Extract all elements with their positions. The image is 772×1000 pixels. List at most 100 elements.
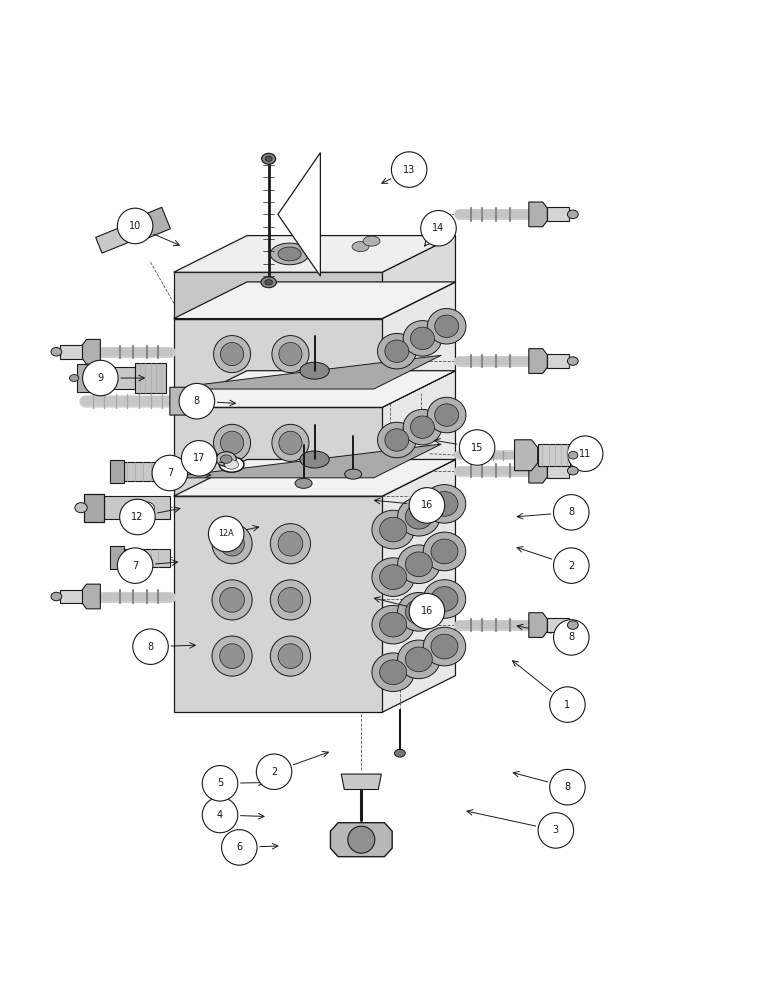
- Ellipse shape: [394, 749, 405, 757]
- Circle shape: [391, 152, 427, 187]
- Ellipse shape: [212, 580, 252, 620]
- Polygon shape: [174, 371, 455, 407]
- Polygon shape: [174, 282, 455, 319]
- Ellipse shape: [221, 343, 244, 366]
- Ellipse shape: [142, 504, 151, 511]
- Ellipse shape: [384, 429, 409, 451]
- Ellipse shape: [435, 404, 459, 426]
- Ellipse shape: [219, 457, 244, 472]
- Text: 14: 14: [432, 223, 445, 233]
- Ellipse shape: [347, 826, 375, 853]
- Ellipse shape: [380, 612, 407, 637]
- Polygon shape: [382, 459, 455, 712]
- Ellipse shape: [428, 397, 466, 433]
- Polygon shape: [174, 272, 382, 319]
- Polygon shape: [547, 464, 569, 478]
- Ellipse shape: [398, 593, 440, 631]
- Circle shape: [152, 455, 188, 491]
- Ellipse shape: [372, 605, 415, 644]
- Circle shape: [459, 430, 495, 465]
- Ellipse shape: [270, 580, 310, 620]
- Ellipse shape: [405, 504, 432, 529]
- Ellipse shape: [278, 588, 303, 612]
- Circle shape: [554, 548, 589, 583]
- Ellipse shape: [300, 451, 329, 468]
- Ellipse shape: [221, 431, 244, 454]
- Text: 8: 8: [194, 396, 200, 406]
- Text: 4: 4: [217, 810, 223, 820]
- Text: 12: 12: [131, 512, 144, 522]
- Ellipse shape: [300, 362, 329, 379]
- Polygon shape: [139, 207, 171, 238]
- Ellipse shape: [270, 243, 309, 265]
- Text: 3: 3: [553, 825, 559, 835]
- Ellipse shape: [568, 451, 577, 459]
- Circle shape: [554, 495, 589, 530]
- Ellipse shape: [431, 634, 458, 659]
- Polygon shape: [124, 462, 170, 481]
- Ellipse shape: [405, 647, 432, 672]
- Ellipse shape: [272, 424, 309, 461]
- Polygon shape: [529, 613, 547, 637]
- Text: 8: 8: [147, 642, 154, 652]
- Circle shape: [117, 208, 153, 244]
- Ellipse shape: [398, 497, 440, 536]
- Ellipse shape: [431, 587, 458, 611]
- Ellipse shape: [214, 336, 251, 373]
- Circle shape: [256, 754, 292, 790]
- Polygon shape: [170, 387, 191, 415]
- Ellipse shape: [431, 539, 458, 564]
- Ellipse shape: [372, 510, 415, 549]
- Ellipse shape: [352, 242, 369, 252]
- Text: 11: 11: [579, 449, 591, 459]
- Circle shape: [117, 548, 153, 583]
- Circle shape: [554, 620, 589, 655]
- Ellipse shape: [378, 422, 416, 458]
- Ellipse shape: [278, 644, 303, 668]
- Text: 13: 13: [403, 165, 415, 175]
- Polygon shape: [182, 444, 442, 478]
- Circle shape: [181, 441, 217, 476]
- Ellipse shape: [398, 640, 440, 679]
- Ellipse shape: [405, 552, 432, 577]
- Ellipse shape: [279, 343, 302, 366]
- Polygon shape: [341, 774, 381, 790]
- Polygon shape: [547, 207, 569, 221]
- Ellipse shape: [139, 502, 154, 514]
- Text: 5: 5: [217, 778, 223, 788]
- Circle shape: [538, 813, 574, 848]
- Ellipse shape: [431, 492, 458, 516]
- Ellipse shape: [214, 424, 251, 461]
- Ellipse shape: [372, 558, 415, 596]
- Text: 10: 10: [129, 221, 141, 231]
- Circle shape: [202, 797, 238, 833]
- Circle shape: [222, 830, 257, 865]
- Text: 16: 16: [421, 606, 433, 616]
- Polygon shape: [174, 407, 382, 496]
- Ellipse shape: [272, 336, 309, 373]
- Polygon shape: [514, 440, 537, 471]
- Ellipse shape: [344, 469, 361, 479]
- Ellipse shape: [270, 524, 310, 564]
- Ellipse shape: [266, 156, 272, 161]
- Text: 7: 7: [132, 561, 138, 571]
- Polygon shape: [82, 584, 100, 609]
- Ellipse shape: [380, 660, 407, 685]
- Ellipse shape: [423, 485, 466, 523]
- Polygon shape: [330, 823, 392, 857]
- Polygon shape: [174, 459, 455, 496]
- Text: 12A: 12A: [218, 529, 234, 538]
- Ellipse shape: [51, 348, 62, 356]
- Ellipse shape: [262, 153, 276, 164]
- Polygon shape: [382, 236, 455, 319]
- Text: 9: 9: [97, 373, 103, 383]
- Polygon shape: [82, 339, 100, 364]
- Ellipse shape: [220, 588, 245, 612]
- Polygon shape: [182, 355, 442, 389]
- Ellipse shape: [225, 460, 239, 469]
- Text: 2: 2: [568, 561, 574, 571]
- Polygon shape: [104, 496, 170, 519]
- Text: 7: 7: [167, 468, 173, 478]
- Text: 15: 15: [471, 443, 483, 453]
- Polygon shape: [382, 282, 455, 407]
